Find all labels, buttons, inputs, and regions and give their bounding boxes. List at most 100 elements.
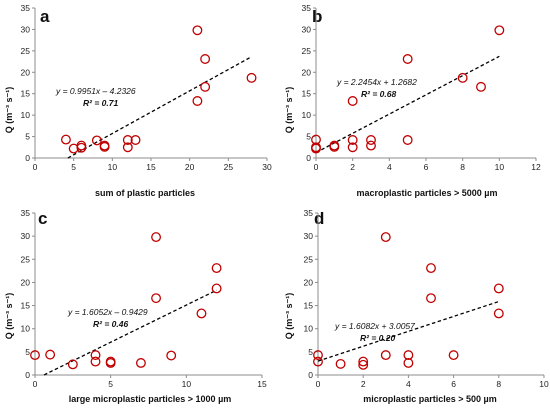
data-point-c [211, 283, 222, 294]
panel-b: b Q (m⁻³ s⁻¹) macroplastic particles > 5… [284, 3, 541, 198]
data-point-c [166, 350, 177, 361]
x-tick-label-b: 8 [460, 162, 465, 172]
data-point-b [402, 135, 413, 145]
y-tick-label-d: 35 [304, 208, 314, 218]
x-axis-label-d: microplastic particles > 500 µm [363, 394, 497, 404]
data-point-a [246, 72, 257, 83]
y-tick-label-b: 5 [306, 132, 311, 142]
y-tick-label-d: 30 [304, 231, 314, 241]
data-point-a [192, 96, 203, 106]
data-point-d [335, 358, 346, 369]
panel-letter-b: b [312, 7, 322, 26]
data-point-a [122, 135, 133, 145]
trend-equation-c: y = 1.6052x – 0.9429 [67, 307, 148, 317]
y-tick-label-a: 35 [21, 3, 31, 13]
data-point-b [347, 96, 358, 106]
y-tick-label-b: 15 [302, 89, 312, 99]
y-tick-label-a: 25 [21, 46, 31, 56]
y-tick-label-c: 5 [25, 347, 30, 357]
y-tick-label-d: 20 [304, 277, 314, 287]
x-tick-label-c: 5 [108, 379, 113, 389]
r-squared-d: R² = 0.20 [360, 333, 395, 343]
x-tick-label-d: 10 [539, 379, 549, 389]
y-tick-label-d: 0 [308, 370, 313, 380]
y-tick-label-c: 10 [21, 324, 31, 334]
y-tick-label-c: 0 [25, 370, 30, 380]
data-point-b [476, 81, 486, 92]
data-point-c [105, 358, 116, 368]
x-tick-label-d: 0 [316, 379, 321, 389]
y-tick-label-b: 35 [302, 3, 312, 13]
data-point-c [135, 358, 146, 368]
data-point-a [122, 142, 133, 153]
data-point-c [196, 308, 207, 319]
r-squared-b: R² = 0.68 [361, 89, 396, 99]
x-tick-label-a: 5 [71, 162, 76, 172]
data-point-c [151, 232, 162, 243]
y-tick-label-c: 35 [21, 208, 31, 218]
panel-letter-a: a [40, 7, 50, 26]
y-tick-label-d: 15 [304, 301, 314, 311]
trendline-d [317, 300, 500, 362]
data-point-a [99, 141, 110, 152]
y-tick-label-a: 10 [21, 110, 31, 120]
data-point-d [403, 350, 414, 361]
y-tick-label-d: 5 [308, 347, 313, 357]
data-point-c [90, 356, 101, 367]
y-tick-label-a: 0 [25, 153, 30, 163]
data-point-d [358, 356, 369, 367]
y-tick-label-b: 30 [302, 24, 312, 34]
y-tick-label-a: 5 [25, 132, 30, 142]
data-point-c [211, 263, 222, 274]
y-tick-label-d: 25 [304, 254, 314, 264]
y-tick-label-b: 20 [302, 67, 312, 77]
data-point-b [366, 140, 376, 151]
data-point-b [402, 54, 413, 64]
data-point-d [380, 350, 391, 361]
x-tick-label-d: 4 [406, 379, 411, 389]
data-point-b [311, 143, 321, 154]
y-tick-label-c: 15 [21, 301, 31, 311]
data-point-b [366, 135, 376, 145]
data-point-b [347, 135, 358, 145]
x-tick-label-d: 2 [361, 379, 366, 389]
trend-equation-d: y = 1.6082x + 3.0057 [334, 321, 415, 331]
x-axis-label-b: macroplastic particles > 5000 µm [356, 188, 497, 198]
x-tick-label-a: 25 [224, 162, 234, 172]
panel-letter-c: c [38, 209, 47, 228]
r-squared-c: R² = 0.46 [93, 319, 128, 329]
x-tick-label-a: 10 [108, 162, 118, 172]
data-point-a [130, 135, 141, 145]
data-point-a [76, 142, 87, 153]
x-tick-label-b: 0 [314, 162, 319, 172]
x-tick-label-b: 10 [495, 162, 505, 172]
data-point-b [494, 25, 505, 36]
y-axis-label-d: Q (m⁻³ s⁻¹) [284, 293, 294, 340]
data-point-d [426, 293, 436, 304]
trend-equation-a: y = 0.9951x – 4.2326 [55, 86, 136, 96]
data-point-a [200, 81, 211, 92]
x-tick-label-a: 30 [262, 162, 272, 172]
data-point-a [60, 134, 71, 145]
y-axis-label-a: Q (m⁻³ s⁻¹) [4, 87, 14, 134]
data-point-d [426, 263, 436, 274]
data-point-b [329, 141, 340, 152]
x-axis-label-a: sum of plastic particles [95, 188, 195, 198]
x-tick-label-b: 12 [531, 162, 541, 172]
data-point-a [200, 54, 211, 64]
r-squared-a: R² = 0.71 [83, 98, 118, 108]
data-point-d [380, 232, 391, 243]
x-tick-label-a: 0 [33, 162, 38, 172]
x-tick-label-a: 20 [185, 162, 195, 172]
data-point-d [313, 350, 323, 361]
x-tick-label-a: 15 [146, 162, 156, 172]
panel-a: a Q (m⁻³ s⁻¹) sum of plastic particles y… [4, 3, 272, 198]
data-point-d [403, 358, 414, 368]
x-axis-label-c: large microplastic particles > 1000 µm [69, 394, 232, 404]
data-point-a [192, 25, 203, 36]
data-point-c [30, 350, 40, 361]
x-tick-label-c: 10 [182, 379, 192, 389]
trend-equation-b: y = 2.2454x + 1.2682 [336, 77, 417, 87]
